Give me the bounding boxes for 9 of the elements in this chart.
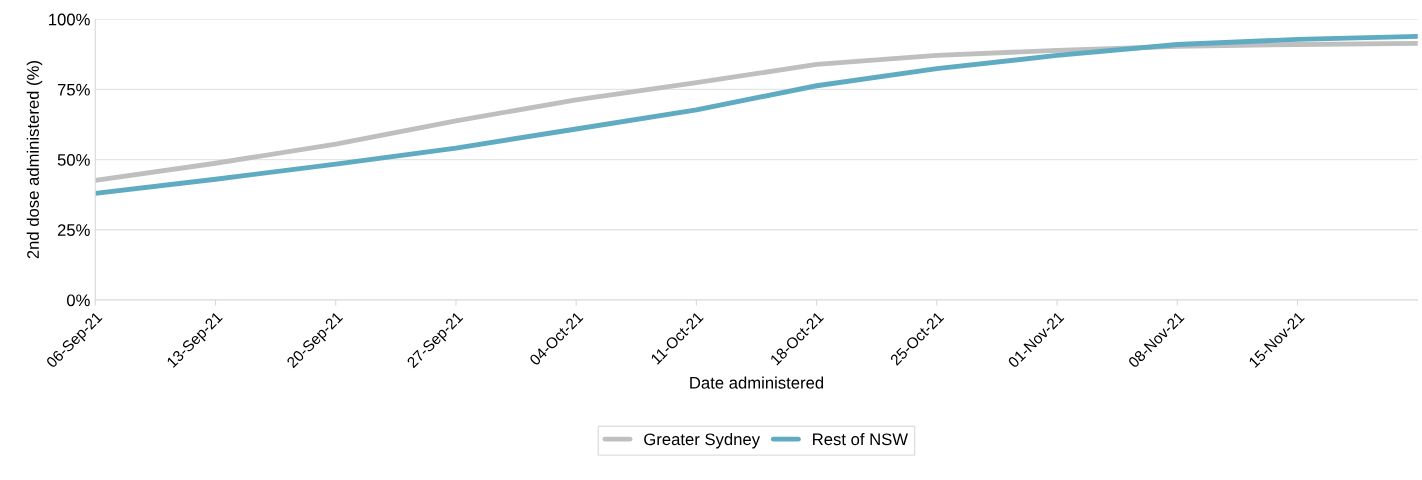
y-tick-label: 100% xyxy=(49,13,90,26)
x-axis-title: Date administered xyxy=(690,376,824,389)
y-tick-label: 0% xyxy=(66,294,90,307)
legend-label: Greater Sydney xyxy=(644,432,761,449)
y-tick-label: 50% xyxy=(57,154,90,166)
y-axis-title: 2nd dose administered (%) xyxy=(26,61,43,259)
y-tick-label: 75% xyxy=(57,83,90,96)
legend-label: Rest of NSW xyxy=(813,432,908,446)
y-tick-label: 25% xyxy=(57,224,90,236)
